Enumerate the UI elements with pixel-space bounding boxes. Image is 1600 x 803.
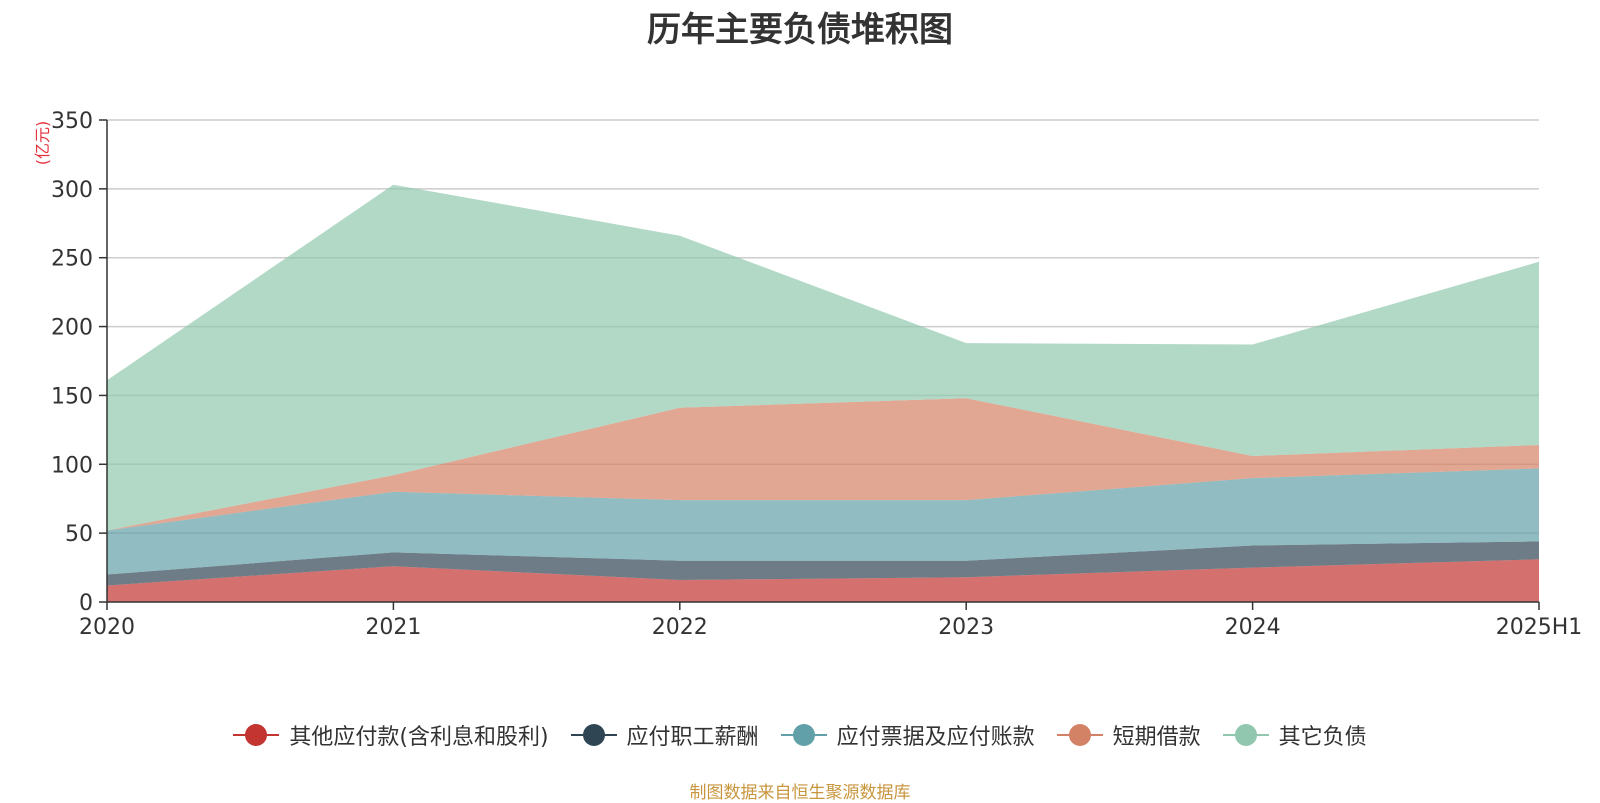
- y-tick-label: 50: [65, 522, 93, 547]
- area-series-1: [107, 559, 1539, 602]
- x-tick-label: 2022: [652, 615, 708, 640]
- area-series-4: [107, 398, 1539, 531]
- y-tick-label: 200: [51, 316, 93, 341]
- legend-marker-icon: [570, 724, 617, 746]
- y-unit-label: (亿元): [33, 121, 52, 166]
- legend-marker-icon: [1222, 724, 1269, 746]
- legend-label: 其它负债: [1278, 725, 1367, 750]
- area-series-5: [107, 184, 1539, 531]
- legend: 其他应付款(含利息和股利) 应付职工薪酬 应付票据及应付账款 短期借款 其它负债: [0, 718, 1600, 752]
- legend-label: 应付职工薪酬: [626, 725, 759, 750]
- legend-item[interactable]: 应付职工薪酬: [570, 719, 759, 751]
- area-series-3: [107, 468, 1539, 575]
- x-tick-label: 2025H1: [1496, 615, 1583, 640]
- source-note: 制图数据来自恒生聚源数据库: [689, 783, 911, 803]
- legend-item[interactable]: 其他应付款(含利息和股利): [233, 719, 549, 751]
- area-series-2: [107, 541, 1539, 586]
- legend-label: 短期借款: [1112, 725, 1201, 750]
- axes: 0 50 100 150 200 250 300 350 2020 2021 2022 2023 202…: [51, 109, 1582, 640]
- legend-item[interactable]: 短期借款: [1056, 719, 1201, 751]
- legend-item[interactable]: 应付票据及应付账款: [780, 719, 1035, 751]
- legend-marker-icon: [233, 724, 280, 746]
- chart-title: 历年主要负债堆积图: [647, 10, 953, 50]
- x-tick-label: 2024: [1225, 615, 1281, 640]
- x-tick-label: 2021: [365, 615, 421, 640]
- legend-label: 其他应付款(含利息和股利): [289, 725, 549, 750]
- y-tick-label: 350: [51, 109, 93, 134]
- x-tick-label: 2020: [79, 615, 135, 640]
- y-tick-label: 150: [51, 384, 93, 409]
- y-tick-label: 100: [51, 453, 93, 478]
- legend-marker-icon: [780, 724, 827, 746]
- stacked-areas: [107, 184, 1539, 602]
- legend-label: 应付票据及应付账款: [836, 725, 1035, 750]
- x-tick-label: 2023: [938, 615, 994, 640]
- legend-item[interactable]: 其它负债: [1222, 719, 1367, 751]
- y-tick-label: 250: [51, 247, 93, 272]
- y-tick-label: 300: [51, 178, 93, 203]
- y-tick-label: 0: [79, 591, 93, 616]
- legend-marker-icon: [1056, 724, 1103, 746]
